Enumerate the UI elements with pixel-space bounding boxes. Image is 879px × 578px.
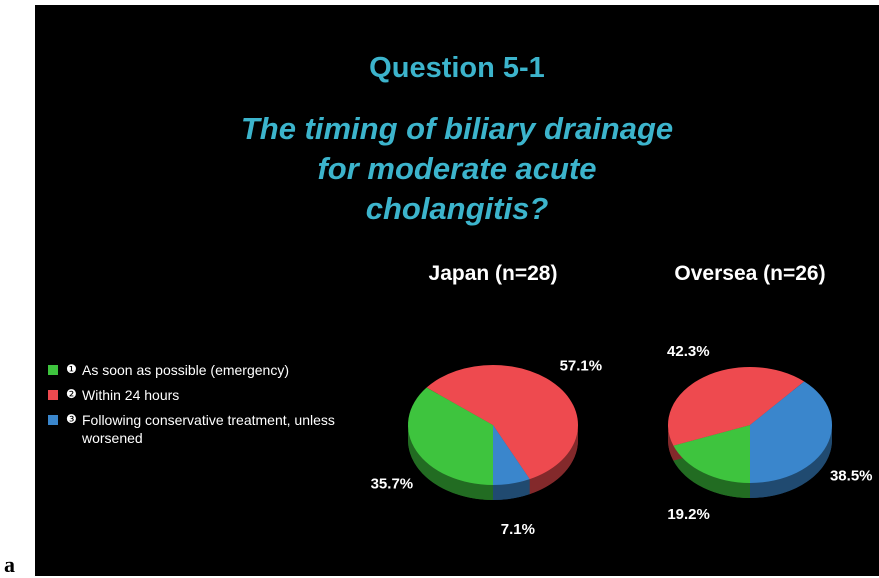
charts: Japan (n=28) 35.7% 57.1% 7.1% Oversea (n=26)…: [371, 262, 873, 538]
slice-top: [426, 364, 579, 480]
legend-swatch: [48, 390, 58, 400]
data-label: 7.1%: [501, 521, 535, 538]
legend-swatch: [48, 415, 58, 425]
chart-title: Oversea (n=26): [674, 262, 825, 285]
legend-item: ❸ Following conservative treatment, unles…: [48, 412, 368, 447]
slice-top: [673, 425, 750, 483]
legend: ❶ As soon as possible (emergency) ❷ Within …: [48, 362, 368, 455]
legend-marker: ❸: [66, 412, 77, 426]
data-label: 57.1%: [560, 358, 603, 375]
slice-side: [750, 425, 832, 498]
slide-title: Question 5-1: [369, 52, 545, 84]
legend-marker: ❶: [66, 362, 77, 376]
slice-side: [673, 445, 750, 498]
data-label: 42.3%: [667, 343, 710, 360]
chart-title: Japan (n=28): [429, 262, 558, 285]
slice-top: [408, 387, 493, 485]
legend-swatch: [48, 365, 58, 375]
legend-label: Within 24 hours: [82, 387, 180, 403]
slice-side: [493, 479, 530, 500]
figure-label: a: [4, 552, 15, 577]
legend-item: ❶ As soon as possible (emergency): [48, 362, 368, 379]
slide: Question 5-1 The timing of biliary drain…: [35, 5, 879, 576]
slice-side: [668, 425, 674, 461]
legend-marker: ❷: [66, 387, 77, 401]
slice-top: [493, 425, 530, 485]
data-label: 35.7%: [371, 475, 414, 492]
slice-top: [668, 366, 805, 446]
slice-top: [750, 381, 833, 483]
data-label: 19.2%: [667, 506, 710, 523]
legend-label: Following conservative treatment, unless…: [82, 412, 335, 446]
slide-subtitle: The timing of biliary drainage for moder…: [240, 111, 674, 226]
slice-side: [529, 425, 578, 495]
data-label: 38.5%: [830, 468, 873, 485]
legend-label: As soon as possible (emergency): [82, 362, 289, 378]
legend-item: ❷ Within 24 hours: [48, 387, 368, 404]
slice-side: [408, 425, 493, 500]
